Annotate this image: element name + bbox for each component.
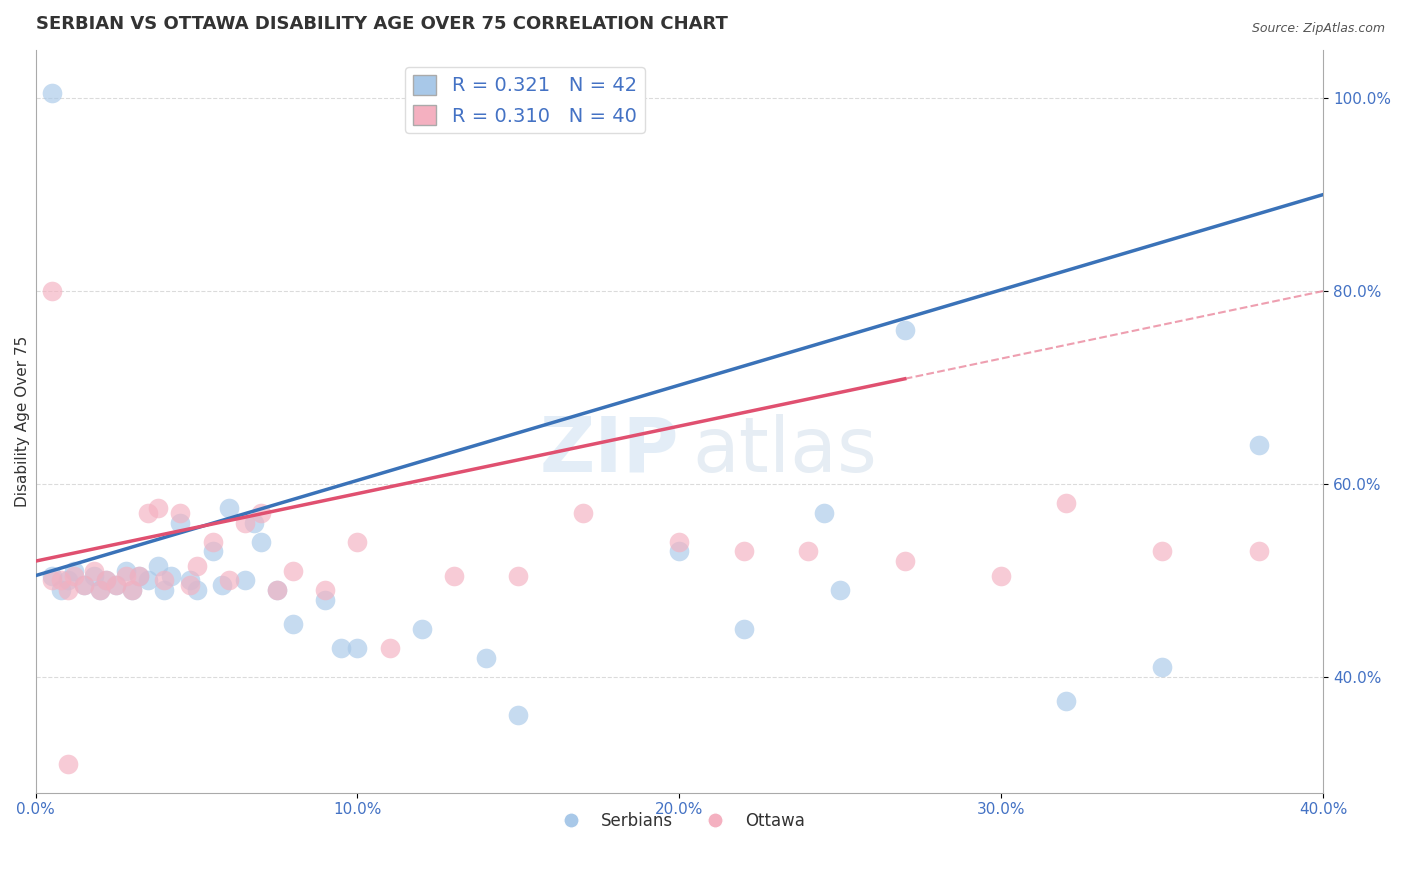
Point (136, 574, 159, 588)
Point (96, 574, 118, 588)
Point (105, 578, 128, 592)
Point (1152, 660, 1174, 674)
Point (813, 506, 835, 520)
Point (475, 650, 498, 665)
Point (266, 583, 288, 598)
Point (186, 558, 208, 573)
Point (51, 574, 73, 588)
Point (1247, 438, 1270, 452)
Point (146, 501, 169, 516)
Point (56, 756, 79, 771)
Point (153, 583, 176, 598)
Point (1054, 496, 1077, 510)
Point (56, 574, 79, 588)
Point (179, 574, 201, 588)
Point (314, 592, 336, 607)
Point (73, 578, 96, 592)
Point (990, 568, 1012, 582)
Point (1247, 544, 1270, 558)
Point (1054, 694, 1077, 708)
Point (411, 622, 433, 636)
Point (508, 568, 530, 582)
Point (266, 583, 288, 598)
Point (121, 583, 143, 598)
Point (211, 578, 233, 592)
Point (378, 640, 401, 655)
Point (89, 583, 111, 598)
Point (41, 574, 63, 588)
Point (63, 568, 86, 582)
Point (179, 578, 201, 592)
Point (51, 583, 73, 598)
Point (346, 534, 368, 549)
Point (73, 578, 96, 592)
Point (281, 564, 304, 578)
Point (169, 506, 191, 520)
Point (83, 568, 105, 582)
Point (186, 583, 208, 598)
Point (243, 516, 266, 530)
Y-axis label: Disability Age Over 75: Disability Age Over 75 (15, 335, 30, 507)
Point (314, 583, 336, 598)
Point (128, 568, 150, 582)
Point (218, 574, 240, 588)
Point (83, 564, 105, 578)
Point (668, 544, 690, 558)
Point (281, 616, 304, 631)
Point (218, 501, 240, 516)
Point (330, 640, 353, 655)
Point (733, 622, 755, 636)
Legend: Serbians, Ottawa: Serbians, Ottawa (547, 805, 811, 837)
Point (105, 578, 128, 592)
Point (41, 284, 63, 298)
Point (63, 564, 86, 578)
Point (508, 708, 530, 723)
Text: atlas: atlas (692, 414, 877, 488)
Point (153, 574, 176, 588)
Point (572, 506, 595, 520)
Point (41, 568, 63, 582)
Point (233, 516, 256, 530)
Point (250, 506, 273, 520)
Text: SERBIAN VS OTTAWA DISABILITY AGE OVER 75 CORRELATION CHART: SERBIAN VS OTTAWA DISABILITY AGE OVER 75… (35, 15, 727, 33)
Point (159, 568, 181, 582)
Point (169, 516, 191, 530)
Point (830, 583, 852, 598)
Point (41, 87, 63, 101)
Point (121, 583, 143, 598)
Point (114, 568, 136, 582)
Point (797, 544, 820, 558)
Point (668, 534, 690, 549)
Point (96, 574, 118, 588)
Point (233, 574, 256, 588)
Point (136, 506, 159, 520)
Point (201, 534, 224, 549)
Point (250, 534, 273, 549)
Point (894, 554, 917, 568)
Point (1152, 544, 1174, 558)
Point (146, 558, 169, 573)
Point (894, 323, 917, 337)
Text: ZIP: ZIP (540, 414, 679, 488)
Point (89, 583, 111, 598)
Point (128, 568, 150, 582)
Text: Source: ZipAtlas.com: Source: ZipAtlas.com (1251, 22, 1385, 36)
Point (733, 544, 755, 558)
Point (443, 568, 465, 582)
Point (114, 564, 136, 578)
Point (56, 583, 79, 598)
Point (201, 544, 224, 558)
Point (346, 640, 368, 655)
